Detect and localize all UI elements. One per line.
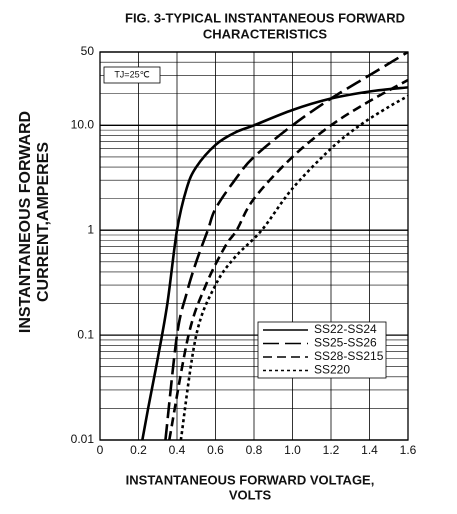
series-line xyxy=(179,94,408,440)
x-tick-label: 0 xyxy=(97,443,104,457)
chart-title: FIG. 3-TYPICAL INSTANTANEOUS FORWARD xyxy=(125,10,405,25)
y-tick-label: 1 xyxy=(87,222,94,236)
annotation: TJ=25℃ xyxy=(114,69,149,79)
x-tick-label: 1.4 xyxy=(361,443,378,457)
y-tick-label: 0.01 xyxy=(71,432,95,446)
x-axis-label: VOLTS xyxy=(229,487,272,502)
y-axis-label: CURRENT,AMPERES xyxy=(35,142,52,302)
legend-label: SS25-SS26 xyxy=(314,336,377,350)
series-line xyxy=(164,52,408,440)
legend-box xyxy=(257,321,387,379)
x-tick-label: 0.6 xyxy=(207,443,224,457)
plot-frame xyxy=(99,51,409,441)
x-tick-label: 0.4 xyxy=(169,443,186,457)
x-tick-label: 1.6 xyxy=(400,443,417,457)
series-line xyxy=(141,86,408,440)
x-tick-label: 0.8 xyxy=(246,443,263,457)
x-tick-label: 0.2 xyxy=(130,443,147,457)
y-tick-label: 10.0 xyxy=(71,117,95,131)
legend-label: SS22-SS24 xyxy=(314,322,377,336)
x-tick-label: 1.0 xyxy=(284,443,301,457)
annotation-box xyxy=(103,66,161,84)
legend-label: SS28-SS215 xyxy=(314,349,384,363)
chart-title: CHARACTERISTICS xyxy=(203,26,328,41)
y-tick-label: 50 xyxy=(81,44,95,58)
legend-label: SS220 xyxy=(314,363,350,377)
x-axis-label: INSTANTANEOUS FORWARD VOLTAGE, xyxy=(126,472,375,487)
x-tick-label: 1.2 xyxy=(323,443,340,457)
y-tick-label: 0.1 xyxy=(77,327,94,341)
series-line xyxy=(168,78,408,440)
y-axis-label: INSTANTANEOUS FORWARD xyxy=(17,111,34,333)
